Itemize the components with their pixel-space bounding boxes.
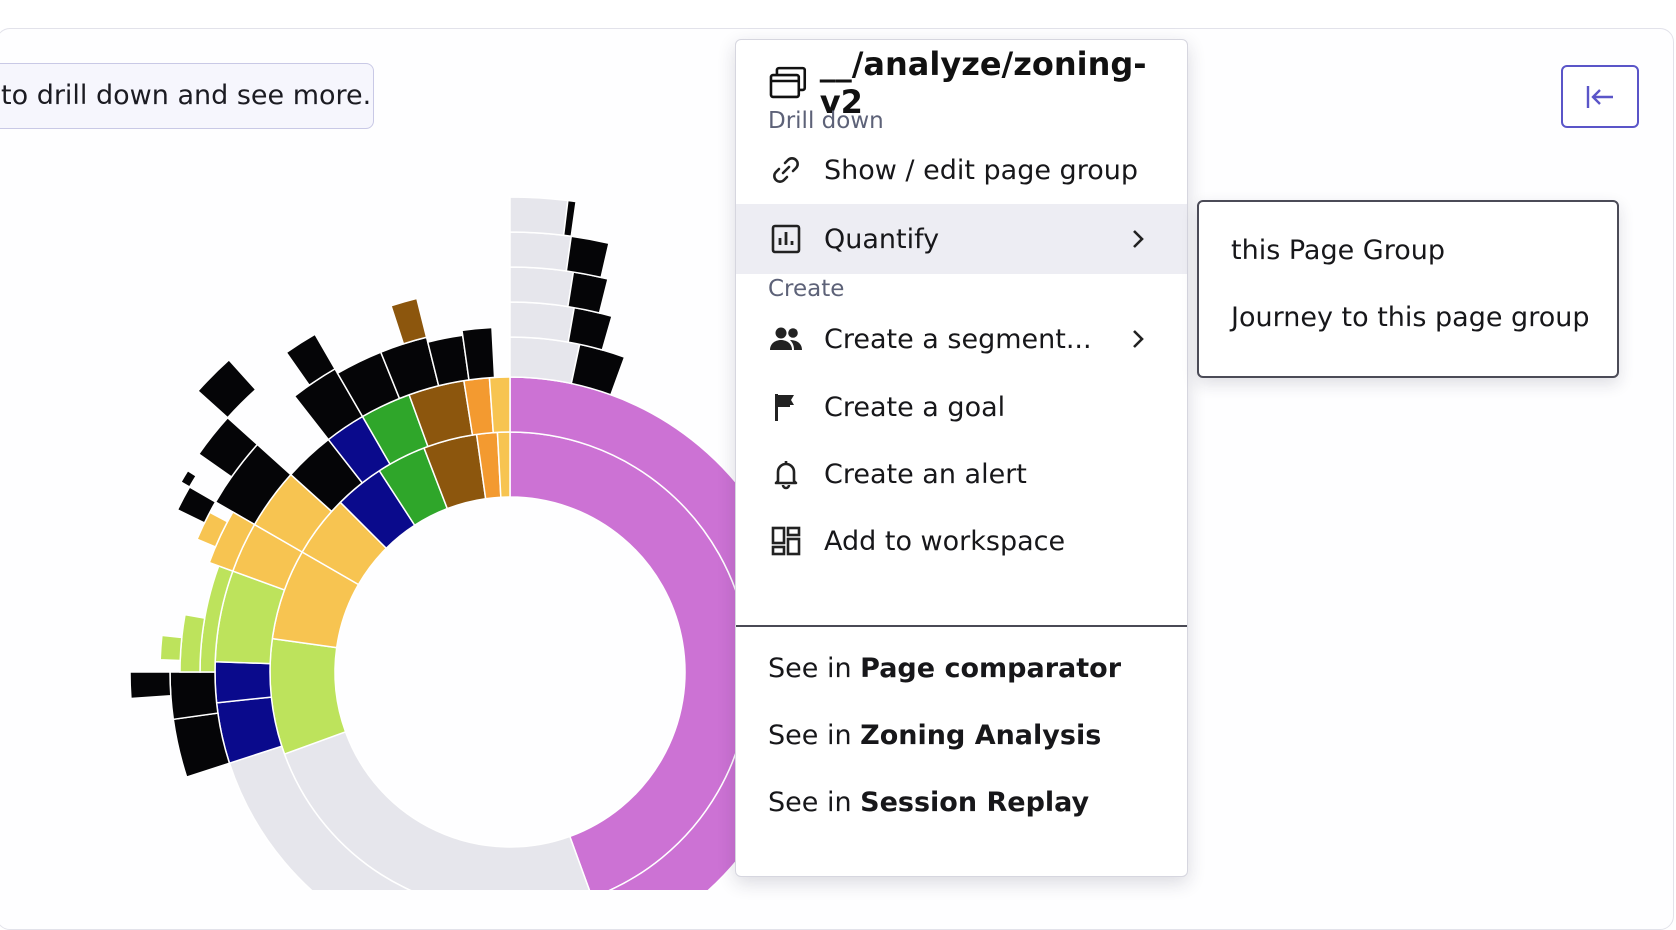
sunburst-chart[interactable] xyxy=(0,0,1676,890)
drill-down-hint: to drill down and see more. xyxy=(0,63,374,129)
item-label: Add to workspace xyxy=(824,525,1066,557)
see-in-prefix: See in xyxy=(768,653,861,684)
sunburst-segment[interactable] xyxy=(159,634,183,662)
see-in-target: Page comparator xyxy=(860,653,1122,684)
item-label: Create a segment... xyxy=(824,323,1092,355)
see-in-zoning-analysis[interactable]: See in Zoning Analysis xyxy=(768,720,1101,751)
item-label: Create a goal xyxy=(824,391,1006,423)
sunburst-segment[interactable] xyxy=(196,358,257,419)
sunburst-segment[interactable] xyxy=(214,660,273,704)
see-in-page-comparator[interactable]: See in Page comparator xyxy=(768,653,1121,684)
sunburst-segment[interactable] xyxy=(567,306,613,351)
quantify-item[interactable]: Quantify xyxy=(736,204,1187,274)
sunburst-segment[interactable] xyxy=(509,266,575,308)
see-in-target: Zoning Analysis xyxy=(860,720,1102,751)
see-in-prefix: See in xyxy=(768,720,861,751)
sunburst-segment[interactable] xyxy=(179,469,198,489)
sunburst-segment[interactable] xyxy=(488,376,511,434)
quantify-page-group-item[interactable]: this Page Group xyxy=(1231,235,1445,266)
sunburst-segment[interactable] xyxy=(509,301,576,343)
sunburst-segment[interactable] xyxy=(176,485,217,524)
page-group-context-menu: __/analyze/zoning-v2 Drill down Show / e… xyxy=(735,39,1188,877)
arrow-left-to-line-icon xyxy=(1586,85,1613,108)
sunburst-segment[interactable] xyxy=(196,511,229,548)
item-label: Quantify xyxy=(824,223,940,255)
bell-icon xyxy=(768,456,804,492)
drill-down-label: Drill down xyxy=(768,108,884,134)
see-in-prefix: See in xyxy=(768,787,861,818)
sunburst-segment[interactable] xyxy=(285,333,337,387)
sunburst-segment[interactable] xyxy=(269,637,347,756)
sunburst-segment[interactable] xyxy=(509,231,573,272)
dashboard-icon xyxy=(768,523,804,559)
see-in-session-replay[interactable]: See in Session Replay xyxy=(768,787,1089,818)
link-icon xyxy=(768,152,804,188)
sunburst-segment[interactable] xyxy=(169,671,219,721)
item-label: Create an alert xyxy=(824,458,1027,490)
hint-text: to drill down and see more. xyxy=(1,80,372,111)
menu-title-text: __/analyze/zoning-v2 xyxy=(819,45,1147,121)
show-edit-page-group-item[interactable]: Show / edit page group xyxy=(736,135,1187,205)
quantify-submenu: this Page Group Journey to this page gro… xyxy=(1197,200,1619,378)
menu-divider xyxy=(736,625,1187,627)
sunburst-segment[interactable] xyxy=(567,271,609,314)
sunburst-segment[interactable] xyxy=(509,336,581,385)
sunburst-segment[interactable] xyxy=(197,416,259,479)
page-group-icon xyxy=(769,66,807,99)
sunburst-segment[interactable] xyxy=(562,199,577,238)
sunburst-segment[interactable] xyxy=(214,443,292,526)
sunburst-segment[interactable] xyxy=(461,326,496,381)
sunburst-segment[interactable] xyxy=(390,297,428,345)
see-in-target: Session Replay xyxy=(860,787,1090,818)
chevron-right-icon xyxy=(1133,330,1144,348)
sunburst-segment[interactable] xyxy=(565,235,610,279)
flag-icon xyxy=(768,389,804,425)
chevron-right-icon xyxy=(1133,230,1144,248)
menu-title: __/analyze/zoning-v2 xyxy=(768,45,1187,121)
collapse-panel-button[interactable] xyxy=(1561,65,1639,128)
quantify-journey-item[interactable]: Journey to this page group xyxy=(1231,302,1590,333)
bar-chart-icon xyxy=(768,221,804,257)
create-label: Create xyxy=(768,276,845,302)
create-goal-item[interactable]: Create a goal xyxy=(736,372,1187,442)
create-alert-item[interactable]: Create an alert xyxy=(736,439,1187,509)
item-label: Show / edit page group xyxy=(824,154,1138,186)
users-icon xyxy=(768,321,804,357)
sunburst-segment[interactable] xyxy=(509,196,569,237)
sunburst-segment[interactable] xyxy=(129,671,172,700)
create-segment-item[interactable]: Create a segment... xyxy=(736,304,1187,374)
add-to-workspace-item[interactable]: Add to workspace xyxy=(736,506,1187,576)
